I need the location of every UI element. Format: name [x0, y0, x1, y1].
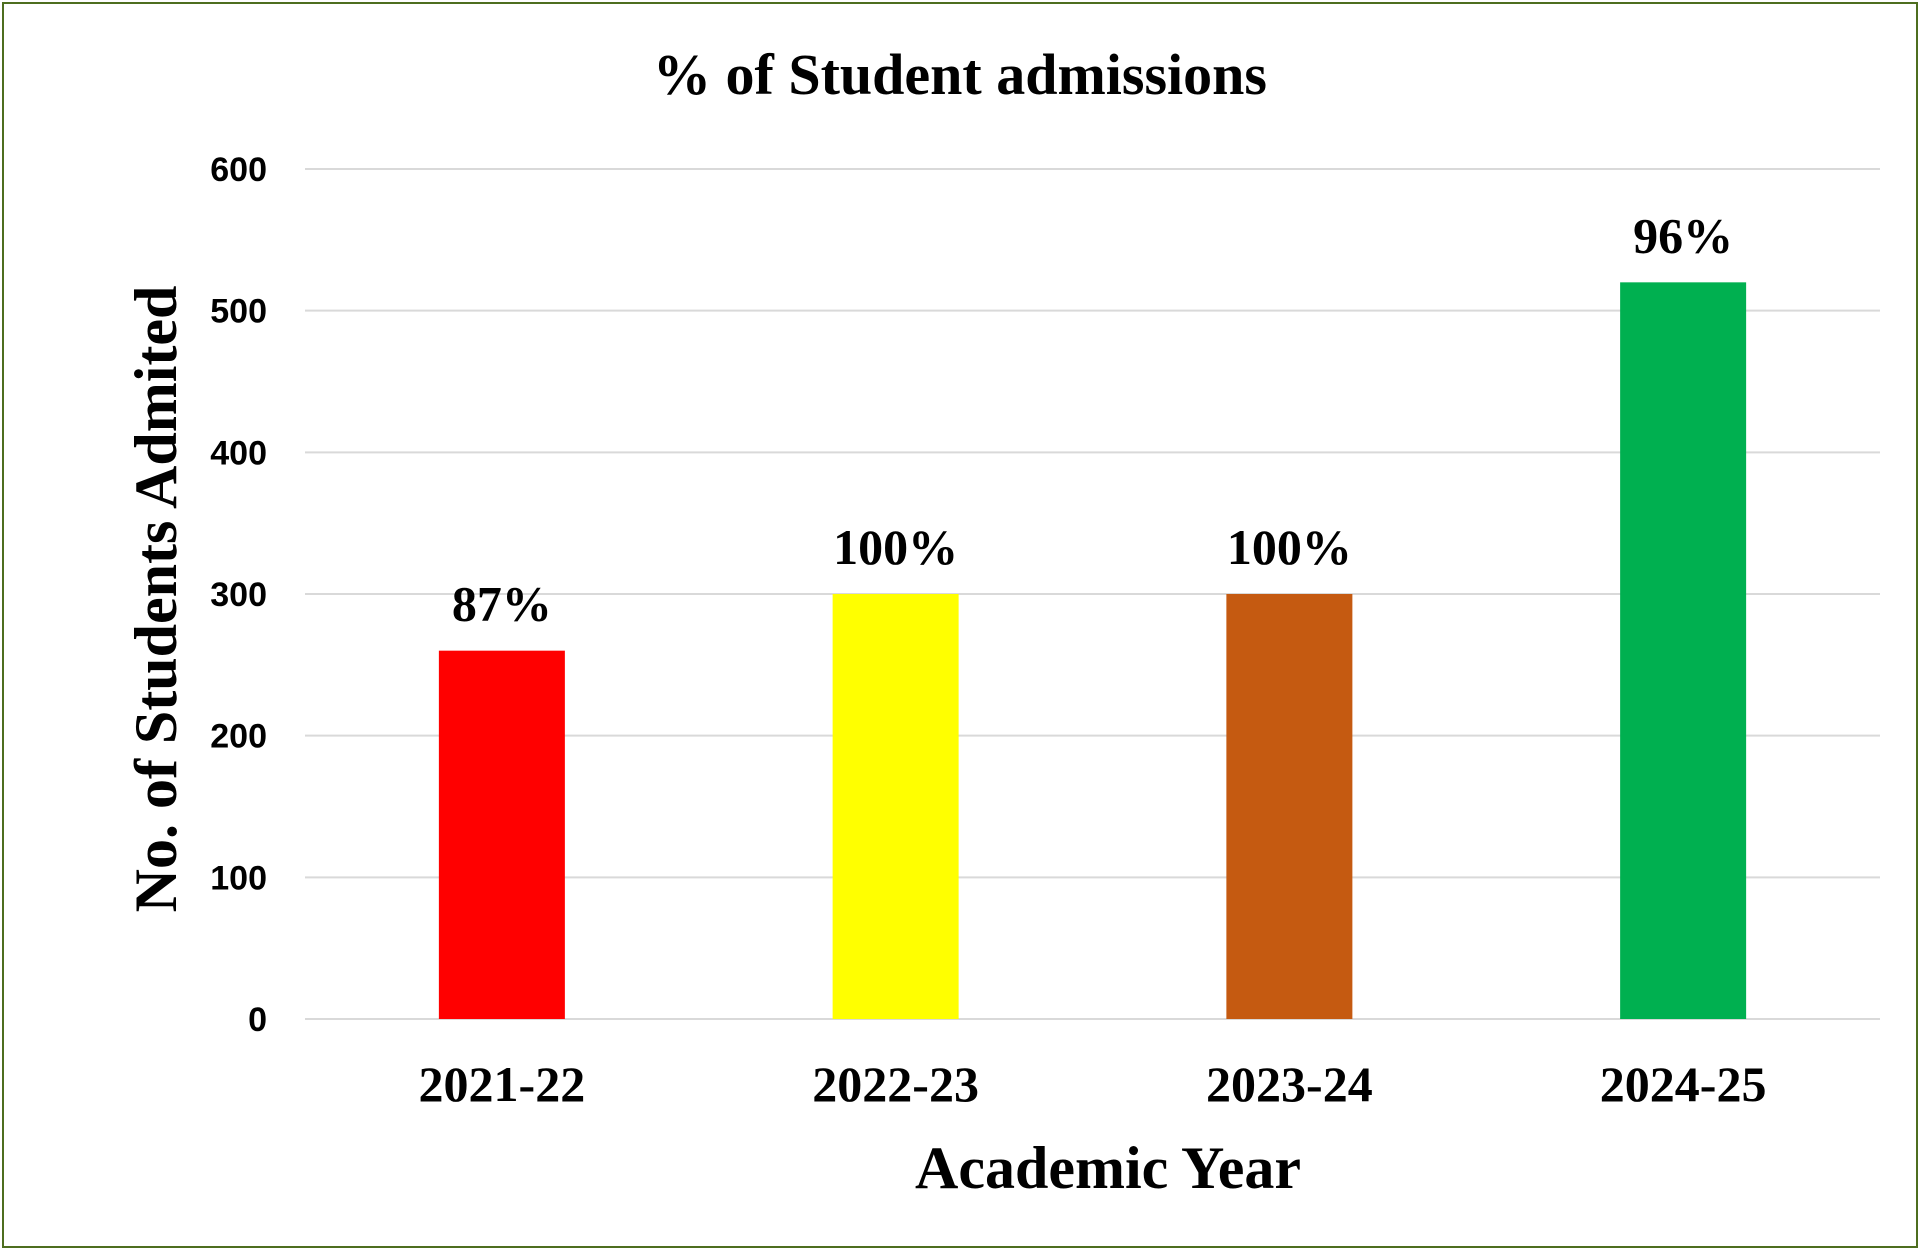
y-tick-label: 0 — [248, 1001, 267, 1039]
bar-2024-25 — [1620, 282, 1747, 1019]
gridlines — [305, 168, 1880, 1020]
x-axis-ticks: 2021-22 2022-23 2023-24 2024-25 — [419, 1056, 1767, 1112]
bars — [438, 282, 1747, 1019]
y-tick-label: 500 — [210, 293, 267, 331]
y-tick-label: 200 — [210, 718, 267, 756]
data-labels: 87% 100% 100% 96% — [452, 207, 1733, 631]
data-label: 100% — [833, 519, 958, 575]
y-tick-label: 100 — [210, 859, 267, 897]
chart-title: % of Student admissions — [653, 42, 1267, 107]
x-tick-label: 2021-22 — [419, 1056, 586, 1112]
y-tick-label: 600 — [210, 151, 267, 189]
bar-2023-24 — [1226, 594, 1353, 1019]
y-axis-ticks: 0 100 200 300 400 500 600 — [210, 151, 267, 1039]
y-tick-label: 400 — [210, 434, 267, 472]
bar-2021-22 — [438, 650, 565, 1019]
data-label: 100% — [1227, 519, 1352, 575]
x-tick-label: 2022-23 — [812, 1056, 979, 1112]
x-tick-label: 2023-24 — [1206, 1056, 1373, 1112]
x-tick-label: 2024-25 — [1600, 1056, 1767, 1112]
y-axis-label: No. of Students Admited — [123, 286, 189, 913]
data-label: 96% — [1633, 207, 1733, 263]
bar-2022-23 — [832, 594, 959, 1019]
data-label: 87% — [452, 576, 552, 632]
y-tick-label: 300 — [210, 576, 267, 614]
x-axis-label: Academic Year — [915, 1135, 1301, 1201]
